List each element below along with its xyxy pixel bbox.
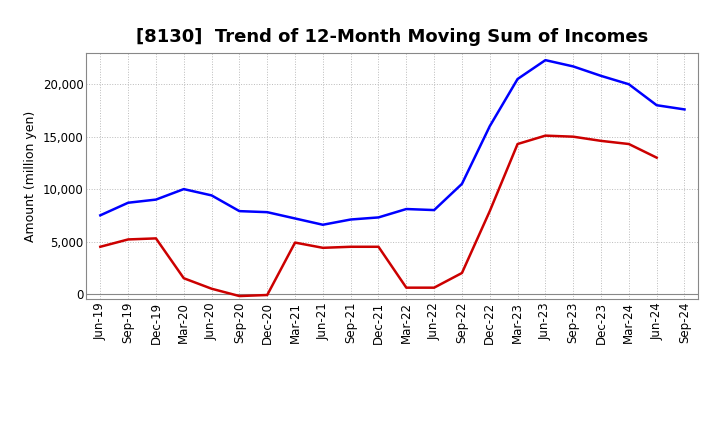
- Net Income: [374, 244, 383, 249]
- Ordinary Income: [263, 209, 271, 215]
- Net Income: [96, 244, 104, 249]
- Net Income: [458, 270, 467, 275]
- Net Income: [291, 240, 300, 245]
- Ordinary Income: [402, 206, 410, 212]
- Net Income: [569, 134, 577, 139]
- Ordinary Income: [235, 209, 243, 214]
- Net Income: [541, 133, 550, 138]
- Ordinary Income: [291, 216, 300, 221]
- Net Income: [402, 285, 410, 290]
- Net Income: [318, 245, 327, 250]
- Net Income: [152, 236, 161, 241]
- Ordinary Income: [541, 58, 550, 63]
- Ordinary Income: [680, 107, 689, 112]
- Net Income: [207, 286, 216, 291]
- Net Income: [346, 244, 355, 249]
- Ordinary Income: [207, 193, 216, 198]
- Y-axis label: Amount (million yen): Amount (million yen): [24, 110, 37, 242]
- Net Income: [485, 209, 494, 214]
- Net Income: [597, 138, 606, 143]
- Ordinary Income: [430, 207, 438, 213]
- Net Income: [235, 293, 243, 299]
- Ordinary Income: [346, 217, 355, 222]
- Ordinary Income: [318, 222, 327, 227]
- Net Income: [263, 292, 271, 297]
- Net Income: [179, 275, 188, 281]
- Net Income: [513, 141, 522, 147]
- Net Income: [652, 155, 661, 160]
- Ordinary Income: [458, 181, 467, 187]
- Ordinary Income: [124, 200, 132, 205]
- Ordinary Income: [374, 215, 383, 220]
- Line: Ordinary Income: Ordinary Income: [100, 60, 685, 225]
- Ordinary Income: [513, 77, 522, 82]
- Ordinary Income: [652, 103, 661, 108]
- Net Income: [124, 237, 132, 242]
- Ordinary Income: [624, 81, 633, 87]
- Ordinary Income: [179, 187, 188, 192]
- Ordinary Income: [485, 124, 494, 129]
- Ordinary Income: [569, 64, 577, 69]
- Ordinary Income: [96, 213, 104, 218]
- Title: [8130]  Trend of 12-Month Moving Sum of Incomes: [8130] Trend of 12-Month Moving Sum of I…: [136, 28, 649, 46]
- Net Income: [624, 141, 633, 147]
- Net Income: [430, 285, 438, 290]
- Ordinary Income: [597, 73, 606, 78]
- Ordinary Income: [152, 197, 161, 202]
- Line: Net Income: Net Income: [100, 136, 657, 296]
